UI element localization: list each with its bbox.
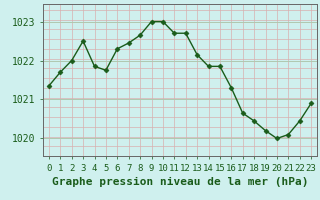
X-axis label: Graphe pression niveau de la mer (hPa): Graphe pression niveau de la mer (hPa) — [52, 177, 308, 187]
